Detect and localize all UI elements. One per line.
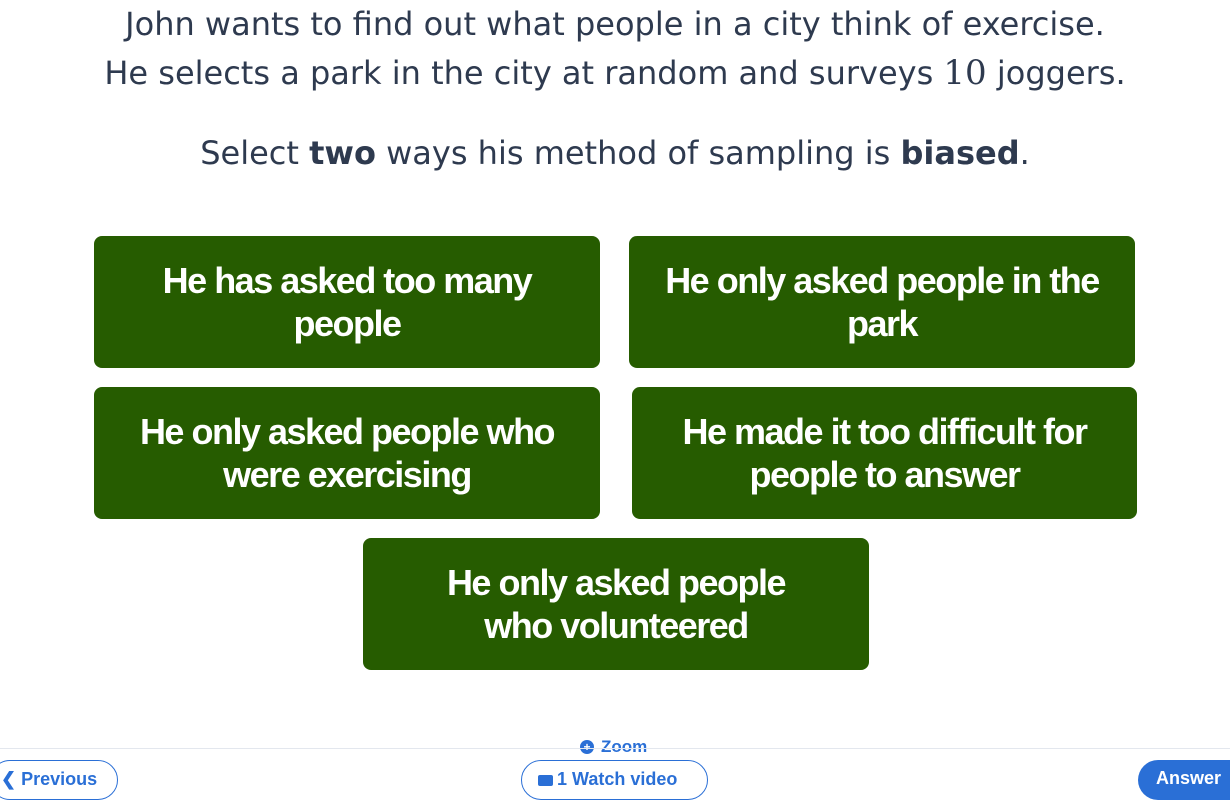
- question-instruction: Select two ways his method of sampling i…: [0, 128, 1230, 178]
- answer-option-label: He has asked too many people: [114, 259, 580, 345]
- previous-button[interactable]: ❮ Previous: [0, 760, 118, 800]
- zoom-in-icon: +: [580, 740, 594, 754]
- instruction-bold-two: two: [309, 134, 376, 172]
- instruction-bold-biased: biased: [900, 134, 1020, 172]
- question-line-2-start: He selects a park in the city at random …: [104, 54, 944, 92]
- instruction-start: Select: [200, 134, 310, 172]
- question-line-2-end: joggers.: [986, 54, 1126, 92]
- answer-option-label: He made it too difficult for people to a…: [682, 410, 1089, 496]
- zoom-label: Zoom: [601, 737, 648, 756]
- question-text: John wants to find out what people in a …: [0, 0, 1230, 98]
- answer-option-3[interactable]: He only asked people who were exercising: [94, 387, 600, 519]
- answer-option-line-1: He only asked people in the park: [665, 260, 1100, 344]
- footer-divider: [0, 748, 1230, 749]
- answer-option-line-1: He only asked people: [446, 562, 787, 603]
- answer-label: Answer: [1156, 768, 1222, 788]
- instruction-end: .: [1019, 134, 1030, 172]
- answer-button[interactable]: Answer: [1138, 760, 1230, 800]
- instruction-middle: ways his method of sampling is: [375, 134, 901, 172]
- answer-option-label: He only asked people who were exercising: [139, 410, 556, 496]
- answer-option-line-1: He only asked people who: [139, 411, 556, 452]
- answer-option-line-2: people to answer: [749, 454, 1021, 495]
- answer-option-line-1: He has asked too many people: [162, 260, 533, 344]
- watch-video-label: 1 Watch video: [557, 769, 678, 789]
- answer-option-4[interactable]: He made it too difficult for people to a…: [632, 387, 1137, 519]
- answer-option-label: He only asked people who volunteered: [446, 561, 787, 647]
- answer-option-5[interactable]: He only asked people who volunteered: [363, 538, 869, 670]
- answer-option-2[interactable]: He only asked people in the park: [629, 236, 1135, 368]
- answer-option-line-2: were exercising: [223, 454, 472, 495]
- video-icon: [538, 774, 553, 786]
- question-number: 10: [943, 53, 987, 93]
- zoom-button[interactable]: + Zoom: [580, 737, 647, 757]
- answer-option-label: He only asked people in the park: [649, 259, 1115, 345]
- answer-option-line-1: He made it too difficult for: [682, 411, 1089, 452]
- answer-option-line-2: who volunteered: [484, 605, 749, 646]
- previous-label: Previous: [21, 769, 98, 789]
- answer-option-1[interactable]: He has asked too many people: [94, 236, 600, 368]
- watch-video-button[interactable]: 1 Watch video: [521, 760, 708, 800]
- question-line-1: John wants to find out what people in a …: [125, 5, 1105, 43]
- chevron-left-icon: ❮: [1, 769, 17, 789]
- question-line-2: He selects a park in the city at random …: [0, 49, 1230, 98]
